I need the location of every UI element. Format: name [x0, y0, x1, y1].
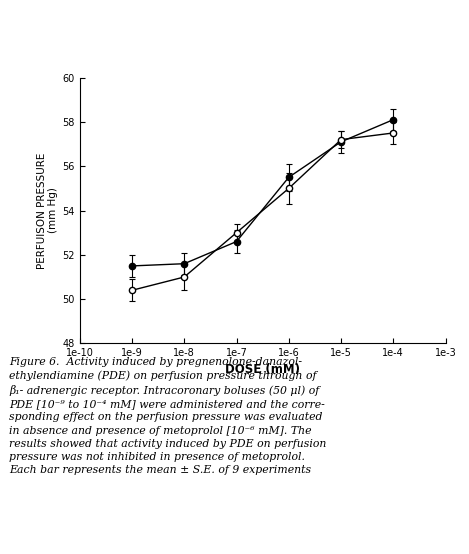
Text: Figure 6.  Activity induced by pregnenolone-danazol-
ethylendiamine (PDE) on per: Figure 6. Activity induced by pregnenolo… [9, 357, 327, 475]
X-axis label: DOSE (mM): DOSE (mM) [225, 362, 300, 376]
Y-axis label: PERFUISON PRESSURE
(mm Hg): PERFUISON PRESSURE (mm Hg) [37, 152, 58, 269]
